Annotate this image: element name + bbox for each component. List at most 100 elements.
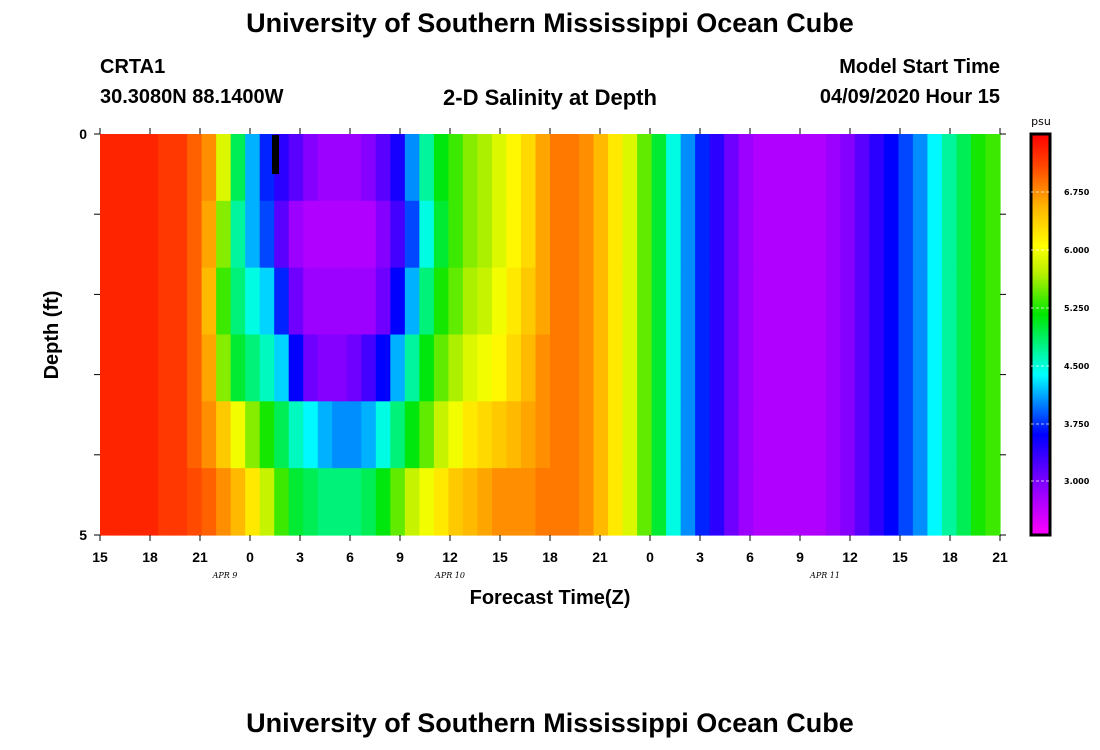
colorbar-tick-label: 5.250 xyxy=(1064,304,1090,313)
heatmap-cell xyxy=(143,468,159,536)
heatmap-cell xyxy=(695,267,711,336)
heatmap-cell xyxy=(303,401,319,469)
heatmap-cell xyxy=(288,468,304,536)
heatmap-cell xyxy=(724,334,740,402)
heatmap-cell xyxy=(796,200,812,269)
x-tick-label: 6 xyxy=(746,549,754,565)
heatmap-cell xyxy=(564,267,580,336)
heatmap-cell xyxy=(724,134,740,202)
heatmap-cell xyxy=(666,134,682,202)
heatmap-cell xyxy=(738,267,754,336)
heatmap-cell xyxy=(201,468,217,536)
heatmap-cell xyxy=(535,134,551,202)
heatmap-cell xyxy=(129,200,145,269)
heatmap-cell xyxy=(811,468,827,536)
heatmap-cell xyxy=(317,134,333,202)
colorbar-tick-label: 3.000 xyxy=(1064,477,1090,486)
heatmap-cell xyxy=(869,267,885,336)
page-title-bottom: University of Southern Mississippi Ocean… xyxy=(246,708,854,738)
heatmap-cell xyxy=(245,200,261,269)
heatmap-cell xyxy=(593,468,609,536)
heatmap-cell xyxy=(259,267,275,336)
heatmap-cell xyxy=(883,267,899,336)
heatmap-cell xyxy=(129,468,145,536)
heatmap-cell xyxy=(375,134,391,202)
heatmap-cell xyxy=(520,200,537,269)
heatmap-cell xyxy=(550,468,566,536)
heatmap-cell xyxy=(767,134,783,202)
heatmap-cell xyxy=(753,334,769,402)
heatmap-cell xyxy=(782,401,798,469)
heatmap-cell xyxy=(332,200,348,269)
heatmap-cell xyxy=(550,401,566,469)
heatmap-cell xyxy=(477,267,493,336)
heatmap-cell xyxy=(404,200,420,269)
heatmap-cell xyxy=(825,468,841,536)
heatmap-cell xyxy=(869,200,885,269)
heatmap-cell xyxy=(883,468,899,536)
heatmap-cell xyxy=(782,468,798,536)
heatmap-cell xyxy=(216,334,232,402)
heatmap-cell xyxy=(535,200,551,269)
heatmap-cell xyxy=(709,267,725,336)
heatmap-cell xyxy=(520,401,537,469)
heatmap-cell xyxy=(317,401,333,469)
heatmap-cell xyxy=(680,468,696,536)
heatmap-cell xyxy=(956,267,972,336)
heatmap-cell xyxy=(651,401,667,469)
heatmap-cell xyxy=(564,334,580,402)
heatmap-cell xyxy=(100,334,116,402)
colorbar-ticks: 6.750 6.000 5.250 4.500 3.750 3.000 xyxy=(1031,188,1090,486)
x-tick-label: 15 xyxy=(492,549,508,565)
heatmap-cell xyxy=(579,200,595,269)
heatmap-cell xyxy=(390,134,406,202)
heatmap-cell xyxy=(288,200,304,269)
heatmap-cell xyxy=(143,200,159,269)
heatmap-cell xyxy=(796,267,812,336)
heatmap-cell xyxy=(608,334,624,402)
heatmap-cell xyxy=(985,401,1001,469)
heatmap-cell xyxy=(520,267,537,336)
heatmap-cell xyxy=(637,401,653,469)
heatmap-cell xyxy=(666,334,682,402)
heatmap-cell xyxy=(970,334,987,402)
heatmap-cell xyxy=(448,468,464,536)
x-tick-label: 3 xyxy=(296,549,304,565)
heatmap-cell xyxy=(666,401,682,469)
heatmap-cell xyxy=(593,267,609,336)
heatmap-cell xyxy=(724,401,740,469)
colorbar-tick-label: 6.000 xyxy=(1064,246,1090,255)
heatmap-cell xyxy=(564,401,580,469)
heatmap-cell xyxy=(941,134,958,202)
heatmap-cell xyxy=(433,468,449,536)
date-label: APR 11 xyxy=(809,571,840,580)
heatmap-cell xyxy=(230,200,246,269)
heatmap-cell xyxy=(956,134,972,202)
heatmap-cell xyxy=(579,334,595,402)
heatmap-cell xyxy=(477,134,493,202)
y-tick-label: 5 xyxy=(79,527,87,543)
heatmap-cell xyxy=(550,200,566,269)
heatmap-cell xyxy=(274,468,290,536)
heatmap-cell xyxy=(738,401,754,469)
heatmap-cell xyxy=(898,334,914,402)
heatmap-cell xyxy=(332,267,348,336)
heatmap-cell xyxy=(114,200,130,269)
heatmap-cell xyxy=(100,267,116,336)
heatmap-cell xyxy=(782,267,798,336)
heatmap-cell xyxy=(753,401,769,469)
heatmap-cell xyxy=(230,134,246,202)
heatmap-cell xyxy=(912,267,929,336)
heatmap-cell xyxy=(404,267,420,336)
heatmap-cell xyxy=(216,401,232,469)
heatmap-cell xyxy=(825,134,841,202)
heatmap-cell xyxy=(448,200,464,269)
heatmap-cell xyxy=(709,401,725,469)
heatmap-cell xyxy=(216,200,232,269)
heatmap-cell xyxy=(695,134,711,202)
heatmap-cell xyxy=(883,334,899,402)
heatmap-cell xyxy=(970,468,987,536)
heatmap-cell xyxy=(317,334,333,402)
heatmap-cell xyxy=(477,468,493,536)
heatmap-cell xyxy=(259,401,275,469)
